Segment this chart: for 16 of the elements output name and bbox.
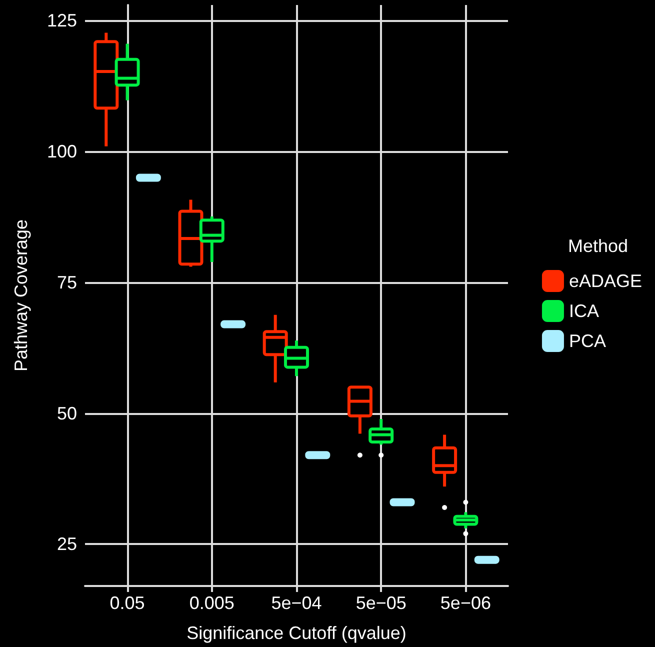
- x-axis-title: Significance Cutoff (qvalue): [186, 623, 406, 643]
- y-tick-label: 125: [46, 10, 77, 31]
- y-tick-label: 50: [56, 403, 77, 424]
- y-tick-label: 75: [56, 272, 77, 292]
- legend-title: Method: [568, 236, 628, 256]
- y-axis-title: Pathway Coverage: [11, 219, 31, 372]
- x-tick-label: 5e−04: [271, 593, 322, 613]
- legend-label: ICA: [568, 301, 599, 321]
- legend-label: PCA: [568, 331, 606, 351]
- x-tick-label: 0.005: [189, 593, 234, 613]
- x-tick-label: 5e−05: [356, 593, 406, 613]
- x-tick-label: 0.05: [110, 593, 145, 613]
- y-tick-label: 25: [56, 534, 77, 554]
- legend-label: eADAGE: [568, 271, 642, 291]
- x-tick-label: 5e−06: [440, 593, 491, 613]
- y-tick-label: 100: [46, 142, 77, 162]
